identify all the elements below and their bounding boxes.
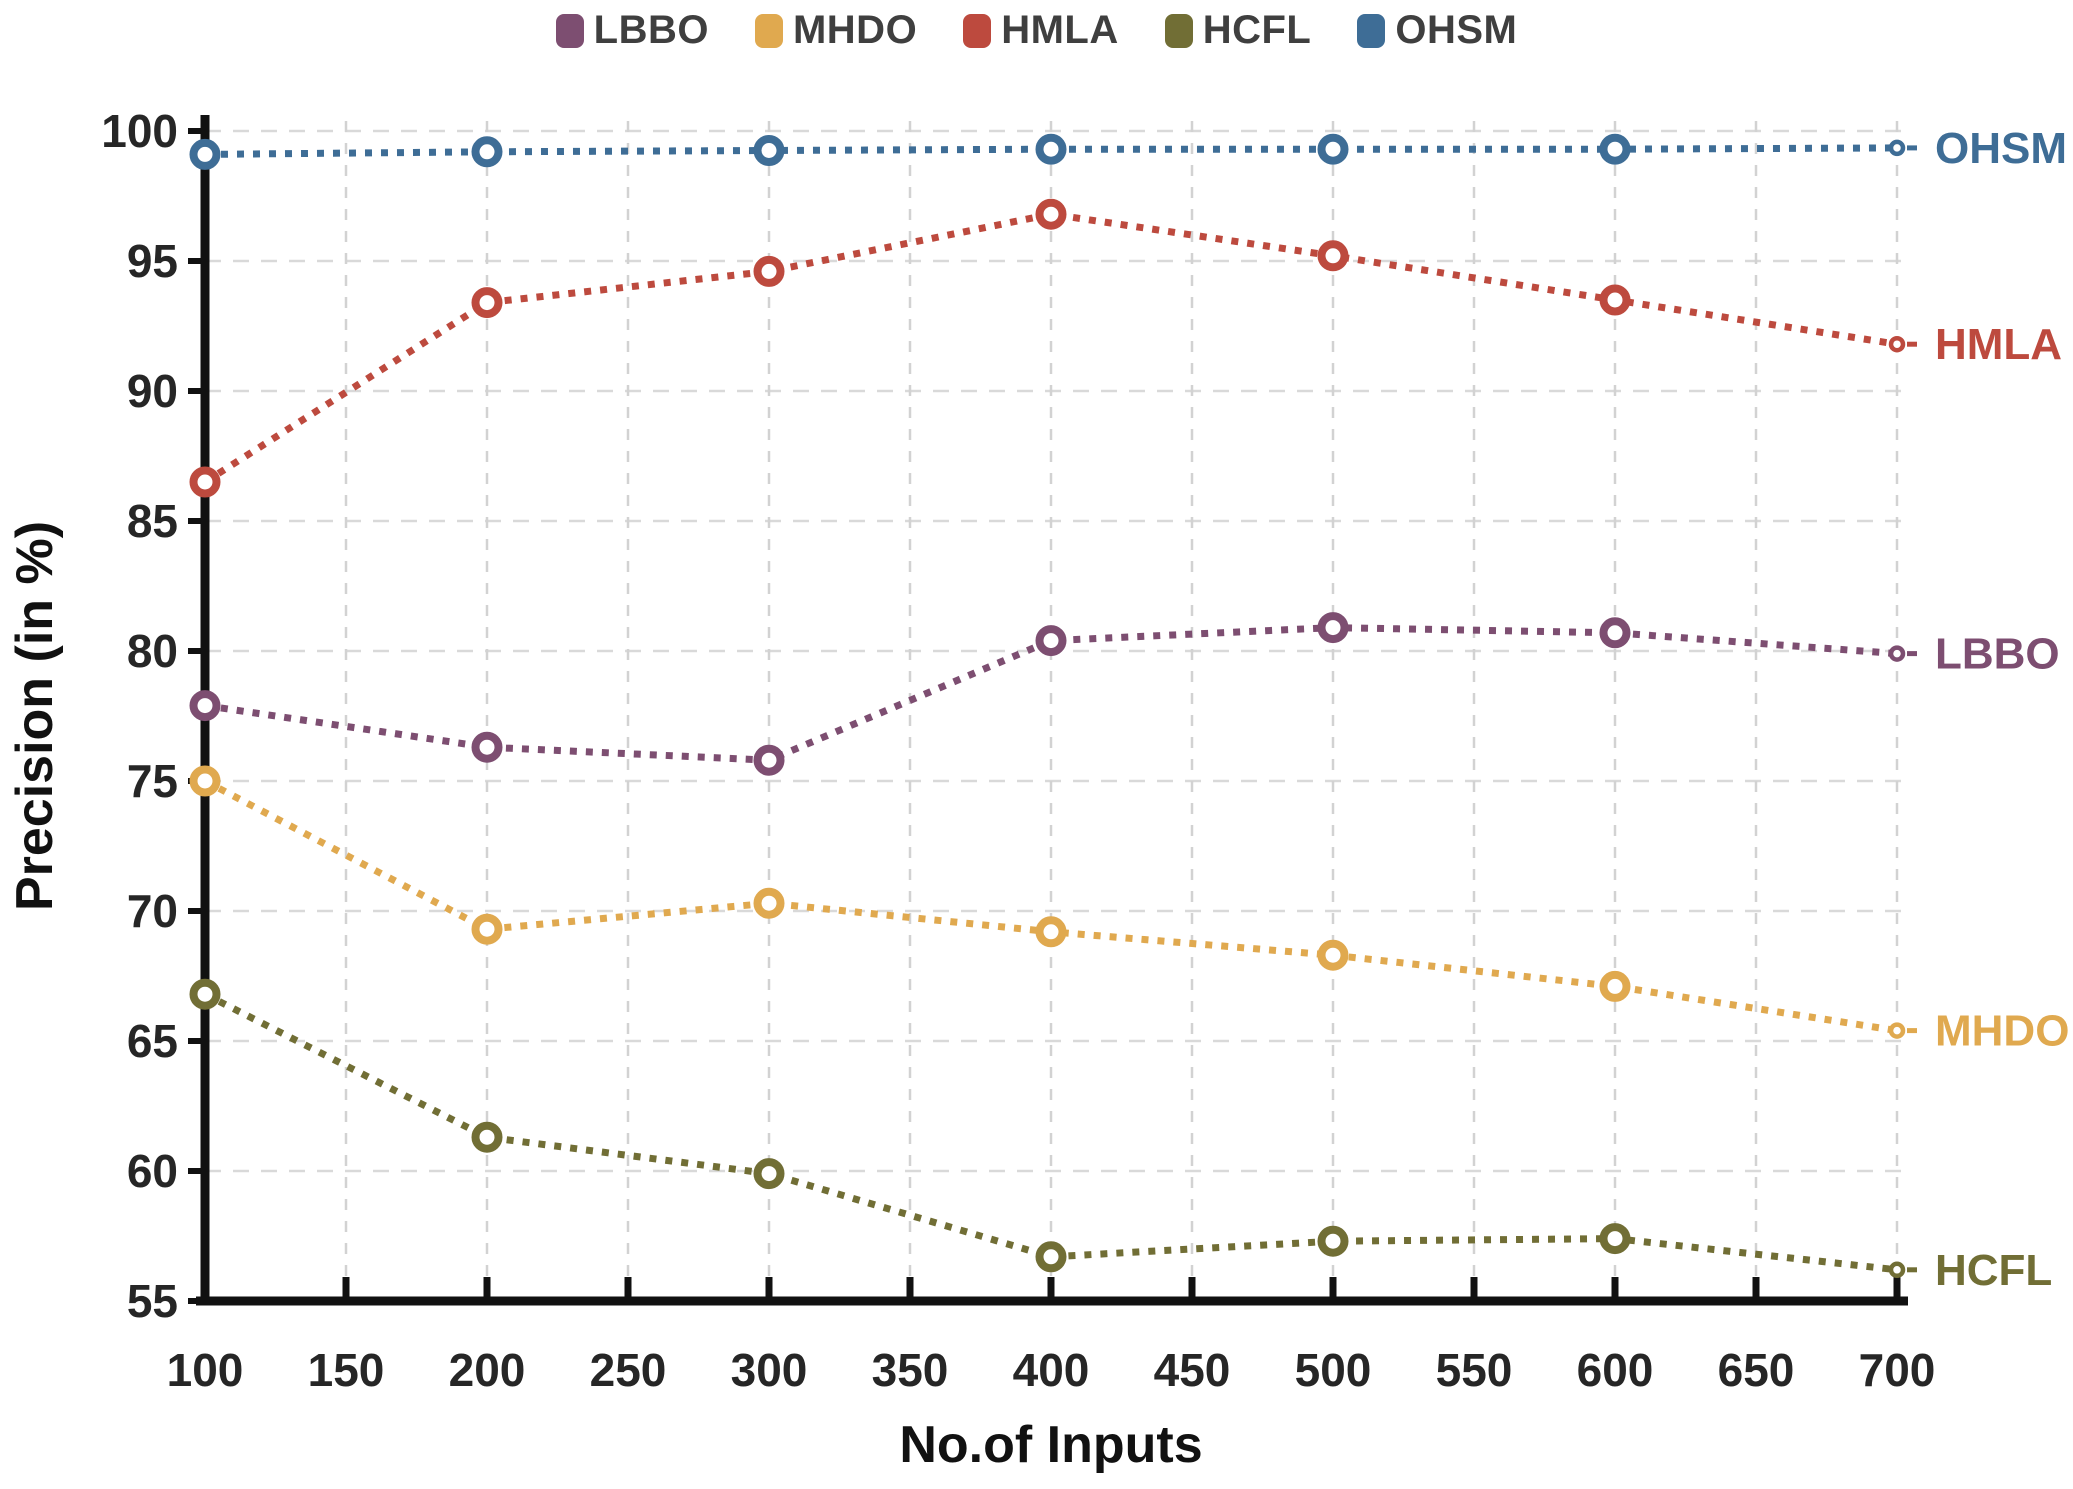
y-tick-label: 80 — [127, 625, 178, 677]
y-tick-label: 90 — [127, 365, 178, 417]
marker-OHSM-400 — [1035, 133, 1067, 165]
end-label-HCFL: HCFL — [1935, 1246, 2052, 1295]
marker-HMLA-200 — [471, 287, 503, 319]
axes — [188, 115, 1908, 1306]
x-tick-label: 550 — [1436, 1344, 1513, 1396]
legend-swatch-icon — [963, 13, 992, 48]
x-tick-label: 300 — [731, 1344, 808, 1396]
marker-LBBO-700 — [1888, 645, 1906, 662]
marker-MHDO-700 — [1888, 1022, 1906, 1039]
series-layer: LBBO MHDO HMLA HCFL OHSM — [189, 124, 2069, 1295]
marker-MHDO-100 — [189, 765, 221, 797]
marker-OHSM-700 — [1888, 139, 1906, 157]
legend: LBBO MHDO HMLA HCFL OHSM — [0, 8, 2073, 53]
y-axis-title: Precision (in %) — [6, 521, 64, 911]
end-label-HMLA: HMLA — [1935, 320, 2062, 369]
x-tick-label: 100 — [167, 1344, 244, 1396]
x-tick-label: 700 — [1859, 1344, 1936, 1396]
marker-HMLA-400 — [1035, 198, 1067, 230]
x-tick-label: 400 — [1013, 1344, 1090, 1396]
y-tick-label: 60 — [127, 1145, 178, 1197]
marker-MHDO-600 — [1599, 970, 1631, 1002]
y-tick-label: 65 — [127, 1015, 178, 1067]
end-label-LBBO: LBBO — [1935, 630, 2060, 679]
marker-HMLA-500 — [1317, 240, 1349, 272]
legend-label: HCFL — [1202, 8, 1312, 52]
marker-HMLA-300 — [753, 255, 785, 287]
marker-OHSM-600 — [1599, 133, 1631, 165]
gridlines — [205, 121, 1905, 1301]
legend-swatch-icon — [1357, 13, 1386, 48]
legend-label: MHDO — [792, 8, 918, 52]
x-tick-label: 350 — [872, 1344, 949, 1396]
x-tick-label: 650 — [1718, 1344, 1795, 1396]
legend-item-LBBO[interactable]: LBBO — [555, 8, 709, 53]
marker-LBBO-100 — [189, 690, 221, 722]
legend-item-MHDO[interactable]: MHDO — [754, 8, 918, 53]
marker-OHSM-500 — [1317, 133, 1349, 165]
y-tick-label: 55 — [127, 1275, 178, 1327]
x-tick-label: 150 — [308, 1344, 385, 1396]
y-tick-label: 95 — [127, 235, 178, 287]
marker-OHSM-300 — [753, 135, 785, 166]
x-tick-label: 500 — [1295, 1344, 1372, 1396]
x-axis-title: No.of Inputs — [899, 1416, 1202, 1474]
y-tick-label: 100 — [101, 105, 178, 157]
marker-OHSM-100 — [189, 138, 221, 170]
legend-item-HMLA[interactable]: HMLA — [963, 8, 1119, 53]
legend-item-OHSM[interactable]: OHSM — [1357, 8, 1517, 53]
marker-HMLA-600 — [1599, 284, 1631, 316]
legend-label: HMLA — [1001, 8, 1119, 52]
end-label-MHDO: MHDO — [1935, 1007, 2069, 1056]
marker-HCFL-500 — [1317, 1225, 1349, 1257]
marker-LBBO-600 — [1599, 617, 1631, 649]
marker-HCFL-700 — [1888, 1261, 1906, 1279]
marker-OHSM-200 — [471, 136, 503, 168]
x-tick-label: 600 — [1577, 1344, 1654, 1396]
y-tick-label: 85 — [127, 495, 178, 547]
marker-MHDO-500 — [1317, 939, 1349, 971]
legend-swatch-icon — [1164, 13, 1193, 48]
marker-HMLA-100 — [189, 466, 221, 498]
legend-swatch-icon — [555, 13, 584, 48]
marker-LBBO-500 — [1317, 612, 1349, 644]
marker-MHDO-400 — [1035, 916, 1067, 948]
legend-item-HCFL[interactable]: HCFL — [1164, 8, 1312, 53]
legend-swatch-icon — [754, 13, 783, 48]
marker-MHDO-300 — [753, 887, 785, 919]
y-tick-label: 70 — [127, 885, 178, 937]
end-label-OHSM: OHSM — [1935, 124, 2067, 173]
marker-HCFL-200 — [471, 1121, 503, 1153]
y-tick-label: 75 — [127, 755, 178, 807]
marker-HCFL-400 — [1035, 1241, 1067, 1273]
marker-MHDO-200 — [471, 913, 503, 945]
marker-HCFL-600 — [1599, 1223, 1631, 1255]
series-line-MHDO — [203, 777, 1898, 1035]
legend-label: LBBO — [593, 8, 709, 52]
legend-label: OHSM — [1395, 8, 1518, 52]
marker-LBBO-300 — [753, 744, 785, 776]
marker-HCFL-100 — [189, 978, 221, 1010]
marker-LBBO-200 — [471, 731, 503, 763]
marker-HCFL-300 — [753, 1158, 785, 1190]
marker-LBBO-400 — [1035, 625, 1067, 657]
marker-HMLA-700 — [1888, 335, 1906, 353]
x-tick-label: 450 — [1154, 1344, 1231, 1396]
x-tick-label: 200 — [449, 1344, 526, 1396]
tick-labels: 55 60 65 70 75 80 85 90 95 100 100 150 200 250 300 350 4… — [101, 105, 1935, 1396]
x-tick-label: 250 — [590, 1344, 667, 1396]
